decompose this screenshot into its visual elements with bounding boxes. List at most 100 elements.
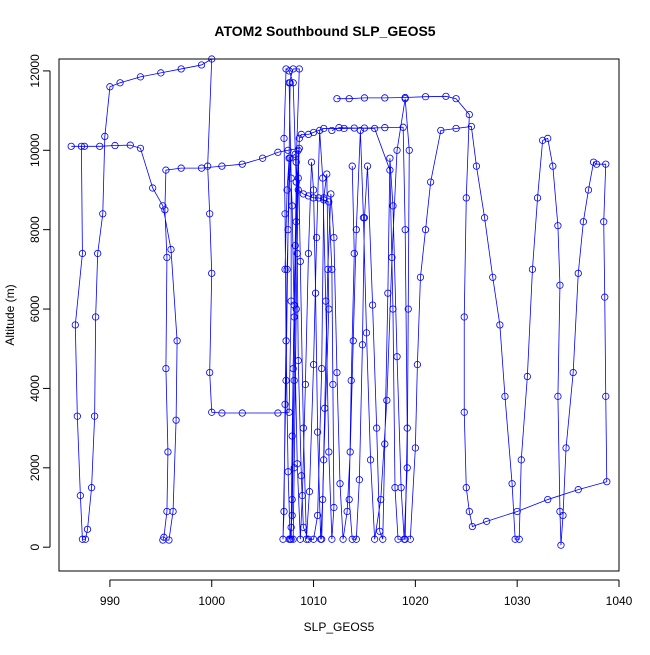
y-tick-label: 2000 xyxy=(28,454,42,481)
data-point xyxy=(149,184,157,192)
data-point xyxy=(416,273,425,281)
data-point xyxy=(460,313,468,321)
data-point xyxy=(302,535,311,543)
plot-area xyxy=(67,55,611,549)
data-point xyxy=(87,484,96,492)
y-tick-label: 6000 xyxy=(28,295,42,322)
data-point xyxy=(600,218,608,226)
data-point xyxy=(386,154,394,162)
data-point xyxy=(508,480,516,488)
data-point xyxy=(101,132,109,140)
data-point xyxy=(92,313,100,321)
data-point xyxy=(238,409,246,417)
data-point xyxy=(296,257,304,266)
y-tick-label: 8000 xyxy=(28,216,42,243)
data-point xyxy=(295,134,303,142)
data-point xyxy=(345,95,353,103)
data-point xyxy=(295,65,303,73)
x-tick-label: 1030 xyxy=(504,594,531,608)
data-point xyxy=(164,448,172,456)
data-point xyxy=(489,273,497,281)
data-point xyxy=(379,535,387,543)
data-point xyxy=(513,507,521,516)
data-point xyxy=(388,253,396,262)
data-point xyxy=(452,124,460,133)
data-point xyxy=(163,253,171,262)
data-point xyxy=(204,162,212,170)
data-point xyxy=(299,424,307,432)
data-point xyxy=(544,134,552,142)
data-point xyxy=(539,136,547,144)
data-point xyxy=(172,416,180,424)
data-point xyxy=(350,124,358,132)
data-point xyxy=(284,146,292,154)
data-point xyxy=(309,186,318,194)
data-point xyxy=(562,444,570,452)
data-point xyxy=(320,196,328,204)
y-axis: 0 2000 4000 6000 8000 10000 12000 xyxy=(28,54,51,551)
data-point xyxy=(376,527,384,535)
data-point xyxy=(462,484,470,492)
data-point xyxy=(345,495,353,504)
x-tick-label: 1010 xyxy=(300,594,327,608)
data-point xyxy=(411,444,419,452)
data-point xyxy=(381,124,389,132)
data-point xyxy=(556,507,564,516)
data-point xyxy=(343,507,351,516)
data-point xyxy=(329,380,337,389)
data-point xyxy=(81,535,90,543)
data-point xyxy=(314,428,322,436)
data-point xyxy=(307,158,316,166)
data-point xyxy=(136,73,145,81)
data-point xyxy=(281,400,289,408)
data-point xyxy=(589,158,598,166)
data-point xyxy=(208,269,216,277)
data-point xyxy=(557,541,565,549)
data-point xyxy=(472,162,481,170)
data-point xyxy=(360,94,369,102)
data-point xyxy=(377,495,385,504)
data-point xyxy=(297,130,305,139)
data-point xyxy=(295,144,303,152)
x-tick-label: 990 xyxy=(100,594,120,608)
data-point xyxy=(71,321,79,329)
data-point xyxy=(352,535,360,543)
data-point xyxy=(320,194,328,202)
data-point xyxy=(78,249,87,258)
data-point xyxy=(318,364,326,373)
data-point xyxy=(292,305,300,313)
y-tick-label: 12000 xyxy=(28,54,42,88)
data-point xyxy=(404,305,412,313)
data-point xyxy=(91,412,99,420)
data-point xyxy=(399,123,407,131)
data-point xyxy=(294,146,302,154)
data-point xyxy=(452,95,460,103)
series-line xyxy=(336,95,608,546)
data-point xyxy=(290,301,298,309)
data-point xyxy=(160,533,168,541)
data-point xyxy=(328,265,336,273)
data-point xyxy=(381,440,389,448)
data-point xyxy=(533,194,542,202)
data-point xyxy=(283,186,291,194)
data-point xyxy=(99,210,107,218)
data-point xyxy=(218,409,226,417)
data-point xyxy=(288,202,296,210)
data-point xyxy=(381,94,389,102)
data-point xyxy=(346,448,354,456)
data-point xyxy=(442,92,450,100)
data-point xyxy=(320,124,328,133)
data-point xyxy=(465,507,473,516)
data-point xyxy=(515,535,523,543)
data-point xyxy=(315,194,323,202)
data-point xyxy=(309,535,318,543)
data-point xyxy=(173,337,181,345)
data-point xyxy=(290,376,298,385)
data-point xyxy=(299,190,307,198)
series-4 xyxy=(279,79,413,543)
data-point xyxy=(421,226,430,234)
data-point xyxy=(238,160,246,168)
data-point xyxy=(314,511,322,520)
data-point xyxy=(284,468,292,476)
